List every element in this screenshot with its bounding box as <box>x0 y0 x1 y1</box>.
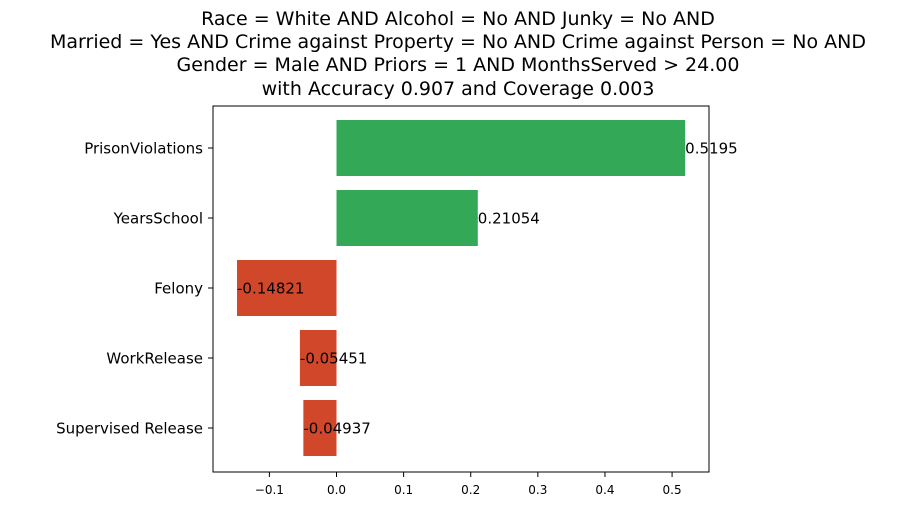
y-tick-label: Supervised Release <box>56 420 203 438</box>
title-line-2: Married = Yes AND Crime against Property… <box>50 31 866 53</box>
x-tick-label: 0.2 <box>461 483 480 497</box>
y-tick-label: WorkRelease <box>106 350 203 368</box>
y-tick-label: PrisonViolations <box>84 140 203 158</box>
x-axis: −0.1 0.0 0.1 0.2 0.3 0.4 0.5 <box>255 472 682 497</box>
bars <box>237 120 686 456</box>
bar-workrelease <box>299 330 337 386</box>
data-labels: 0.5195 0.21054 -0.14821 -0.05451 -0.04937 <box>237 140 738 438</box>
x-tick-label: 0.5 <box>663 483 682 497</box>
title-line-3: Gender = Male AND Priors = 1 AND MonthsS… <box>177 54 740 76</box>
title-line-4: with Accuracy 0.907 and Coverage 0.003 <box>262 78 655 100</box>
plot-frame <box>212 105 710 473</box>
data-label: -0.05451 <box>300 350 367 368</box>
bar-yearsschool <box>336 190 478 246</box>
data-label: -0.04937 <box>303 420 370 438</box>
x-tick-label: 0.3 <box>528 483 547 497</box>
x-tick-label: 0.4 <box>595 483 614 497</box>
y-tick-label: Felony <box>154 280 203 298</box>
x-tick-label: −0.1 <box>255 483 284 497</box>
data-label: -0.14821 <box>237 280 304 298</box>
bar-supervised-release <box>303 400 337 456</box>
data-label: 0.5195 <box>685 140 738 158</box>
y-tick-label: YearsSchool <box>113 210 203 228</box>
bar-felony <box>237 260 337 316</box>
bar-prisonviolations <box>336 120 686 176</box>
title-line-1: Race = White AND Alcohol = No AND Junky … <box>201 8 715 30</box>
chart-title: Race = White AND Alcohol = No AND Junky … <box>50 8 866 100</box>
x-tick-label: 0.0 <box>327 483 346 497</box>
data-label: 0.21054 <box>478 210 540 228</box>
y-axis: PrisonViolations YearsSchool Felony WorkRel… <box>56 140 213 438</box>
x-tick-label: 0.1 <box>394 483 413 497</box>
